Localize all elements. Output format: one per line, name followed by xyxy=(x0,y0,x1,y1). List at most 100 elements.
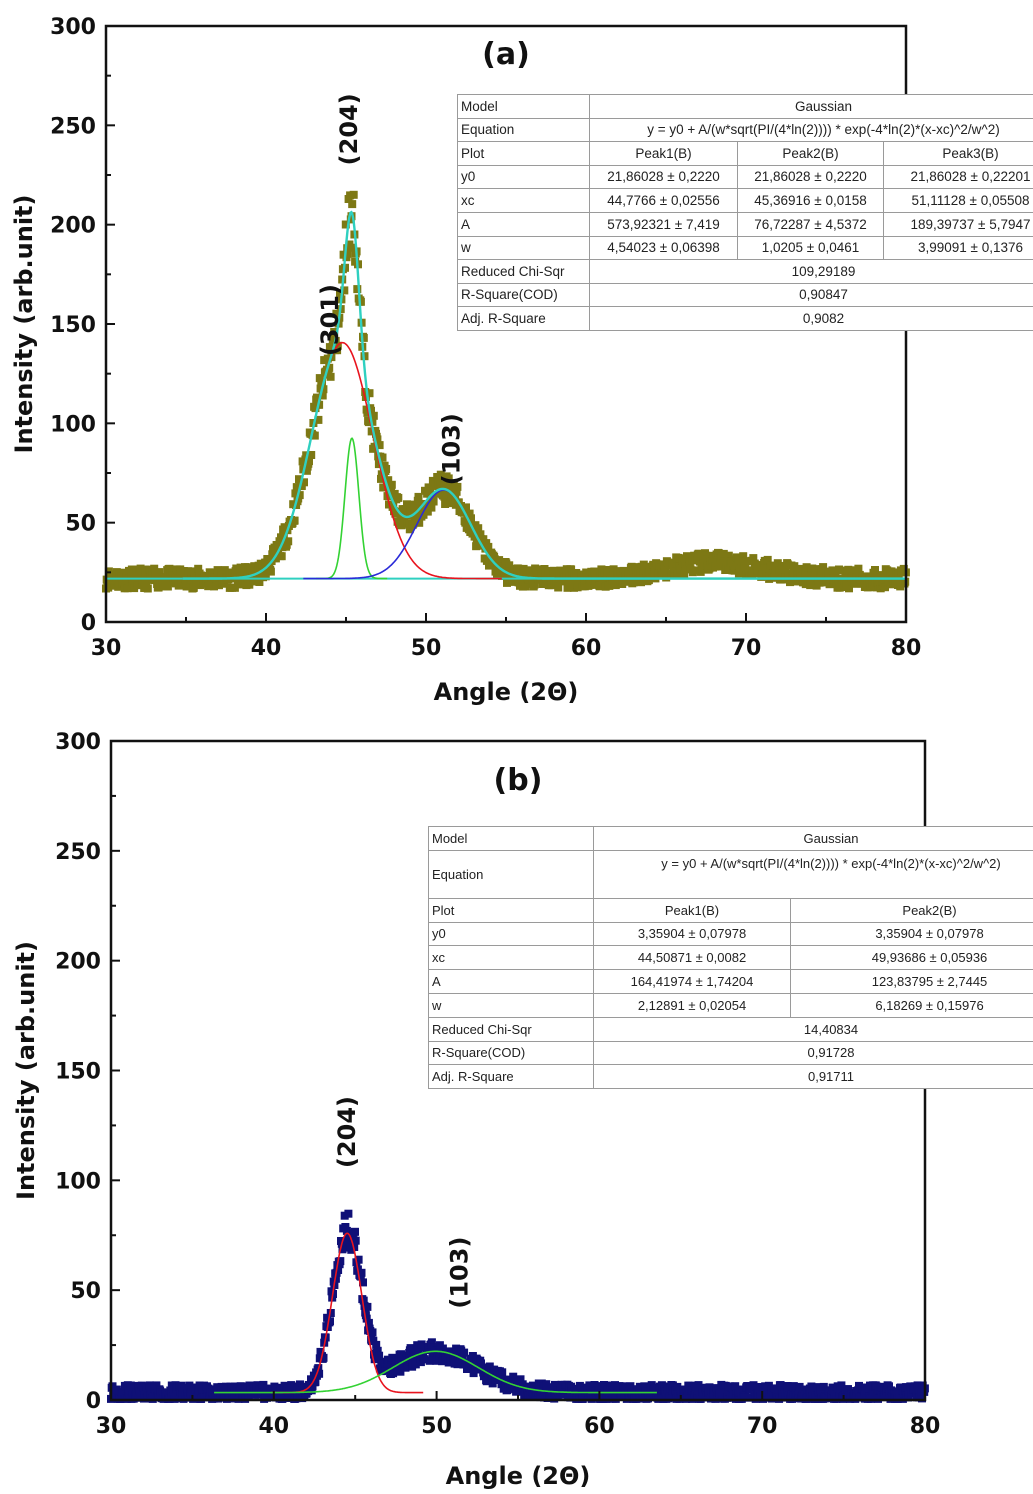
x-tick-label: 80 xyxy=(910,1414,941,1439)
data-point xyxy=(452,487,461,496)
table-cell: Peak3(B) xyxy=(882,141,1033,166)
table-cell: y0 xyxy=(457,164,590,190)
data-point xyxy=(128,578,137,587)
data-point xyxy=(389,502,398,510)
data-point xyxy=(637,578,645,587)
data-point xyxy=(330,328,339,336)
data-point xyxy=(139,572,148,581)
data-point xyxy=(311,1377,320,1386)
data-point xyxy=(318,391,327,400)
data-point xyxy=(295,491,304,500)
table-row: Reduced Chi-Sqr 109,29189 xyxy=(457,259,1033,284)
data-point xyxy=(290,516,299,525)
data-point xyxy=(403,1362,412,1371)
data-point xyxy=(875,571,884,580)
data-point xyxy=(336,290,344,299)
data-point xyxy=(402,505,411,514)
table-row: y0 3,35904 ± 0,07978 3,35904 ± 0,07978 xyxy=(428,921,1033,947)
data-point xyxy=(163,582,172,591)
data-point xyxy=(253,1381,262,1390)
x-tick-label: 80 xyxy=(891,636,922,661)
table-cell: 0,91728 xyxy=(592,1040,1033,1066)
data-point xyxy=(373,435,382,444)
data-point xyxy=(846,566,855,575)
table-cell: 4,54023 ± 0,06398 xyxy=(589,235,738,261)
data-point xyxy=(552,578,561,587)
data-point xyxy=(168,567,177,576)
table-cell: Peak1(B) xyxy=(593,897,791,923)
data-point xyxy=(444,474,453,483)
y-tick-label: 200 xyxy=(55,950,101,975)
data-point xyxy=(418,505,427,514)
table-row: w 4,54023 ± 0,06398 1,0205 ± 0,0461 3,99091… xyxy=(457,235,1033,261)
data-point xyxy=(521,582,530,591)
data-point xyxy=(279,531,288,540)
panel-label: (a) xyxy=(482,37,530,72)
data-point xyxy=(474,524,483,533)
y-tick-label: 100 xyxy=(50,412,96,437)
data-point xyxy=(302,466,311,475)
y-tick-label: 250 xyxy=(50,114,96,139)
data-point xyxy=(783,1382,792,1391)
data-point xyxy=(819,1382,828,1391)
data-point xyxy=(261,572,270,581)
table-cell: A xyxy=(457,211,590,237)
data-point xyxy=(802,563,811,572)
table-row: Adj. R-Square 0,91711 xyxy=(428,1064,1033,1090)
data-point xyxy=(236,563,245,572)
table-cell: Reduced Chi-Sqr xyxy=(428,1016,594,1042)
table-row: Equation y = y0 + A/(w*sqrt(PI/(4*ln(2)))… xyxy=(428,849,1033,899)
data-point xyxy=(230,571,239,580)
data-point xyxy=(670,564,679,573)
data-point xyxy=(575,1381,584,1390)
data-point xyxy=(334,1266,343,1274)
data-point xyxy=(372,1340,381,1349)
x-axis-title: Angle (2Θ) xyxy=(446,1462,591,1490)
data-point xyxy=(234,580,243,589)
data-point xyxy=(277,552,286,561)
data-point xyxy=(700,1393,709,1402)
data-point xyxy=(271,554,280,563)
y-tick-label: 50 xyxy=(65,512,96,537)
table-row: Reduced Chi-Sqr 14,40834 xyxy=(428,1016,1033,1042)
data-point xyxy=(724,565,733,573)
data-point xyxy=(361,388,370,396)
data-point xyxy=(819,563,828,572)
data-point xyxy=(806,580,815,589)
data-point xyxy=(611,581,620,590)
data-point xyxy=(530,580,539,589)
data-point xyxy=(406,1344,415,1353)
data-point xyxy=(341,220,350,229)
data-point xyxy=(342,1226,351,1235)
data-point xyxy=(359,1296,368,1305)
y-axis-title: Intensity (arb.unit) xyxy=(10,195,38,454)
data-point xyxy=(773,559,782,568)
table-cell: A xyxy=(428,969,594,994)
data-point xyxy=(452,1344,461,1353)
chart-panel: 0 50 100 150 200 250 300 30 40 50 60 70 80 Angle (2Θ)… xyxy=(10,15,921,706)
table-cell: 6,18269 ± 0,15976 xyxy=(789,992,1033,1018)
data-point xyxy=(365,389,374,398)
data-point xyxy=(189,583,198,592)
data-point xyxy=(384,476,393,485)
chart-panel: 0 50 100 150 200 250 300 30 40 50 60 70 80 Angle (2Θ)… xyxy=(12,730,940,1490)
data-point xyxy=(133,581,142,590)
y-tick-label: 300 xyxy=(50,15,96,40)
x-tick-label: 60 xyxy=(571,636,602,661)
data-point xyxy=(314,415,323,424)
peak-label: (103) xyxy=(446,1237,474,1309)
data-point xyxy=(828,566,837,575)
table-cell: Equation xyxy=(457,117,590,143)
data-point xyxy=(809,576,817,584)
data-point xyxy=(387,480,396,489)
data-point xyxy=(407,500,416,509)
data-markers xyxy=(107,1209,929,1403)
data-point xyxy=(213,1383,222,1392)
table-cell: 189,39737 ± 5,7947 xyxy=(882,211,1033,237)
table-row: Plot Peak1(B) Peak2(B) Peak3(B) xyxy=(457,141,1033,166)
data-point xyxy=(533,565,542,574)
data-point xyxy=(411,1360,420,1369)
table-cell: w xyxy=(457,235,590,261)
data-point xyxy=(409,519,418,528)
data-point xyxy=(885,1382,893,1391)
